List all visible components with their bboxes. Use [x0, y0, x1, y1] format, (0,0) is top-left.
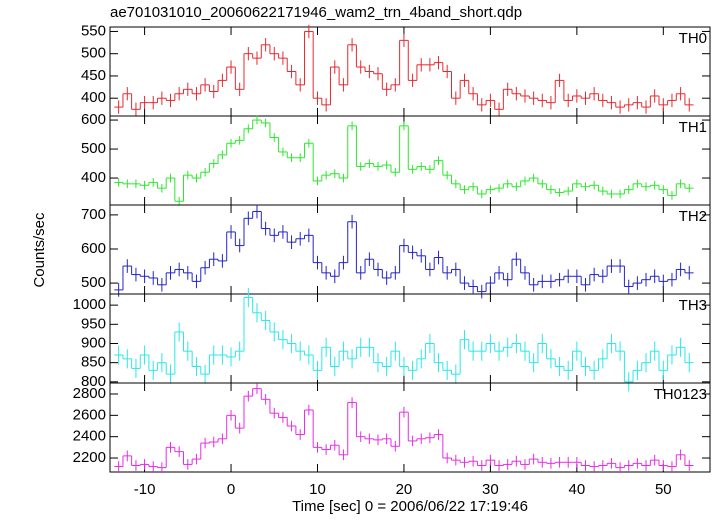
y-tick-label: 500: [81, 274, 106, 291]
y-tick-label: 2600: [73, 406, 106, 423]
y-tick-label: 450: [81, 67, 106, 84]
y-tick-label: 2200: [73, 449, 106, 466]
panel-frame: [109, 204, 711, 295]
series: [114, 115, 694, 206]
y-tick-label: 950: [81, 315, 106, 332]
y-tick-label: 2400: [73, 428, 106, 445]
x-tick-label: -10: [134, 481, 156, 498]
x-tick-label: 0: [227, 481, 235, 498]
x-tick-label: 30: [482, 481, 499, 498]
y-tick-label: 900: [81, 334, 106, 351]
y-tick-label: 2800: [73, 385, 106, 402]
y-tick-label: 600: [81, 111, 106, 128]
series: [114, 24, 694, 116]
y-tick-label: 550: [81, 22, 106, 39]
y-tick-label: 1000: [73, 296, 106, 313]
x-axis-label: Time [sec] 0 = 2006/06/22 17:19:46: [292, 498, 528, 515]
chart-title: ae701031010_20060622171946_wam2_trn_4ban…: [110, 4, 522, 21]
panel-frame: [109, 382, 711, 473]
y-axis-label: Counts/sec: [31, 212, 48, 288]
panel-frame: [109, 293, 711, 384]
panel-label: TH2: [679, 208, 707, 225]
panel-label: TH3: [679, 297, 707, 314]
y-tick-label: 500: [81, 140, 106, 157]
x-tick-label: 50: [655, 481, 672, 498]
y-tick-label: 400: [81, 169, 106, 186]
panel-label: TH1: [679, 119, 707, 136]
series: [114, 287, 694, 392]
y-tick-label: 400: [81, 89, 106, 106]
y-tick-label: 850: [81, 354, 106, 371]
x-tick-label: 20: [396, 481, 413, 498]
series: [114, 383, 694, 473]
y-tick-label: 800: [81, 373, 106, 390]
y-tick-label: 500: [81, 45, 106, 62]
series: [114, 204, 694, 299]
x-tick-label: 40: [569, 481, 586, 498]
y-tick-label: 600: [81, 240, 106, 257]
x-tick-label: 10: [309, 481, 326, 498]
panel-label: TH0123: [654, 386, 707, 403]
y-tick-label: 700: [81, 206, 106, 223]
panel-label: TH0: [679, 30, 707, 47]
